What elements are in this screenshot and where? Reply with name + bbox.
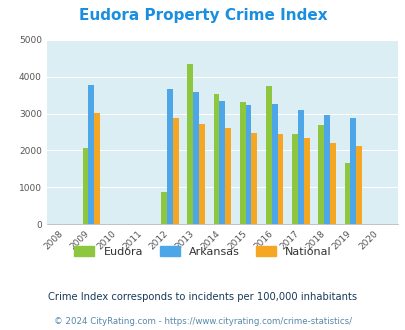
Bar bbox=[94, 113, 100, 224]
Bar bbox=[355, 146, 361, 224]
Bar bbox=[166, 89, 172, 224]
Bar bbox=[82, 148, 88, 224]
Bar bbox=[329, 143, 335, 224]
Bar bbox=[187, 64, 193, 224]
Bar bbox=[303, 138, 309, 224]
Legend: Eudora, Arkansas, National: Eudora, Arkansas, National bbox=[70, 242, 335, 261]
Bar bbox=[219, 101, 225, 224]
Bar bbox=[265, 86, 271, 224]
Bar bbox=[324, 115, 329, 224]
Bar bbox=[344, 163, 350, 224]
Bar bbox=[88, 85, 94, 224]
Text: © 2024 CityRating.com - https://www.cityrating.com/crime-statistics/: © 2024 CityRating.com - https://www.city… bbox=[54, 317, 351, 326]
Bar bbox=[297, 110, 303, 224]
Text: Crime Index corresponds to incidents per 100,000 inhabitants: Crime Index corresponds to incidents per… bbox=[48, 292, 357, 302]
Bar bbox=[350, 118, 355, 224]
Bar bbox=[245, 105, 251, 224]
Bar bbox=[271, 104, 277, 224]
Bar bbox=[251, 133, 256, 224]
Bar bbox=[225, 128, 230, 224]
Bar bbox=[277, 134, 283, 224]
Bar bbox=[161, 192, 166, 224]
Bar bbox=[318, 125, 324, 224]
Bar bbox=[198, 124, 204, 224]
Bar bbox=[193, 92, 198, 224]
Bar bbox=[213, 94, 219, 224]
Text: Eudora Property Crime Index: Eudora Property Crime Index bbox=[79, 8, 326, 23]
Bar bbox=[292, 134, 297, 224]
Bar bbox=[172, 118, 178, 224]
Bar bbox=[239, 102, 245, 224]
